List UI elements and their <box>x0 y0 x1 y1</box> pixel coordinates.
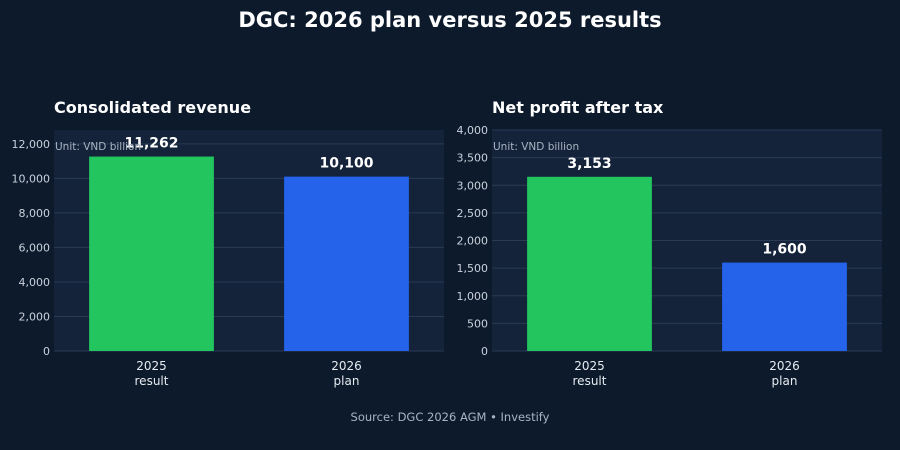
profit-bar <box>527 176 652 351</box>
profit-ytick-label: 1,500 <box>457 262 489 275</box>
profit-ytick-label: 2,500 <box>457 207 489 220</box>
profit-ytick-label: 3,500 <box>457 152 489 165</box>
revenue-ytick-label: 12,000 <box>12 138 51 151</box>
revenue-data-label: 10,100 <box>319 156 373 172</box>
profit-ytick-label: 3,000 <box>457 179 489 192</box>
profit-category-label: plan <box>772 374 798 388</box>
profit-ytick-label: 0 <box>481 345 488 358</box>
revenue-category-label: 2025 <box>136 359 167 373</box>
revenue-ytick-label: 6,000 <box>19 241 51 254</box>
profit-ytick-label: 1,000 <box>457 290 489 303</box>
profit-bar <box>722 262 847 351</box>
revenue-ytick-label: 2,000 <box>19 310 51 323</box>
revenue-data-label: 11,262 <box>124 136 178 152</box>
revenue-category-label: 2026 <box>331 359 362 373</box>
revenue-category-label: result <box>135 374 169 388</box>
profit-data-label: 3,153 <box>567 156 611 172</box>
profit-category-label: 2026 <box>769 359 800 373</box>
chart-title: DGC: 2026 plan versus 2025 results <box>238 8 662 32</box>
revenue-ytick-label: 8,000 <box>19 207 51 220</box>
source-note: Source: DGC 2026 AGM • Investify <box>350 410 550 424</box>
revenue-bar <box>89 156 214 351</box>
revenue-chart-title: Consolidated revenue <box>54 98 252 117</box>
profit-category-label: result <box>573 374 607 388</box>
profit-ytick-label: 4,000 <box>457 124 489 137</box>
profit-chart-title: Net profit after tax <box>492 98 664 117</box>
revenue-unit-annotation: Unit: VND billion <box>55 141 141 153</box>
profit-data-label: 1,600 <box>762 242 807 258</box>
profit-ytick-label: 500 <box>467 317 488 330</box>
revenue-ytick-label: 10,000 <box>12 172 51 185</box>
revenue-bar <box>284 176 409 351</box>
revenue-category-label: plan <box>334 374 360 388</box>
revenue-ytick-label: 4,000 <box>19 276 51 289</box>
profit-category-label: 2025 <box>574 359 605 373</box>
profit-ytick-label: 2,000 <box>457 235 489 248</box>
profit-unit-annotation: Unit: VND billion <box>493 141 579 153</box>
revenue-ytick-label: 0 <box>43 345 50 358</box>
